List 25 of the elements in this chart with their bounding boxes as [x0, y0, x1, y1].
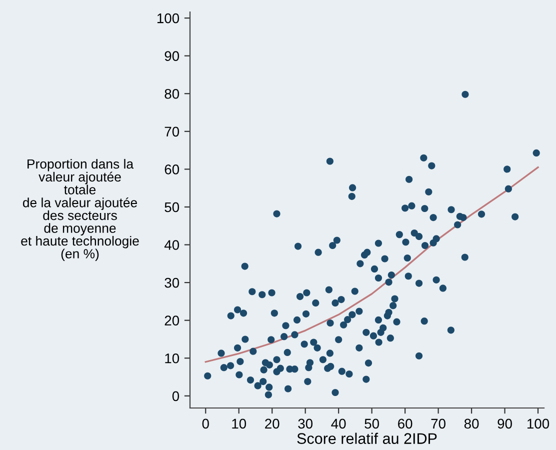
x-tick-label: 40	[331, 418, 346, 429]
y-tick-label: 90	[164, 51, 180, 61]
y-tick-label: 0	[172, 391, 180, 402]
x-tick-label: 20	[265, 418, 280, 429]
x-tick-label: 50	[364, 418, 379, 429]
y-tick-label: 60	[164, 164, 180, 174]
y-tick-label: 50	[164, 202, 180, 212]
y-tick-label: 30	[164, 278, 180, 288]
y-axis-title: Proportion dans la valeur ajoutée totale de la valeur ajoutée des secteurs de moyenne et haute technologie (en %)	[21, 158, 139, 262]
x-tick-label: 70	[431, 418, 446, 429]
x-tick-label: 100	[527, 418, 550, 429]
x-tick-label: 90	[498, 418, 512, 429]
y-tick-label: 40	[164, 240, 180, 250]
x-tick-label: 10	[232, 418, 246, 429]
y-tick-label: 20	[164, 316, 180, 326]
y-tick-label: 10	[165, 353, 180, 364]
x-tick-label: 80	[464, 418, 479, 429]
x-tick-label: 30	[298, 418, 313, 429]
x-tick-label: 60	[398, 418, 412, 429]
y-tick-label: 100	[157, 13, 180, 24]
y-tick-label: 80	[164, 88, 180, 99]
y-tick-label: 70	[164, 126, 180, 137]
line-series	[204, 166, 539, 363]
x-axis-title: Score relatif au 2IDP	[297, 432, 437, 444]
x-tick-label: 0	[202, 418, 209, 429]
